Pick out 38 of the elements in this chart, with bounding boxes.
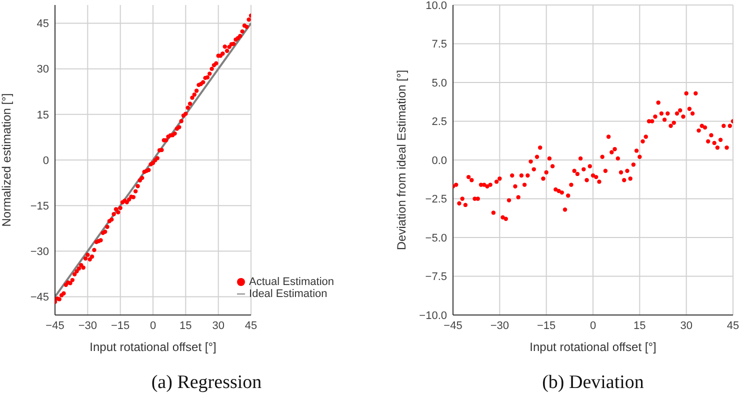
x-axis-title: Input rotational offset [°] [90, 340, 216, 354]
x-tick-label: −15 [111, 320, 130, 332]
x-tick-label: −30 [78, 320, 98, 332]
y-axis-title: Deviation from ideal Estimation [°] [394, 70, 408, 250]
x-tick-label: 0 [590, 320, 596, 332]
x-tick-label: 0 [150, 320, 156, 332]
y-tick-label: 2.5 [432, 116, 447, 128]
y-tick-label: −10.0 [419, 310, 447, 322]
y-tick-label: 0.0 [432, 154, 447, 167]
y-tick-label: 15 [36, 109, 49, 122]
y-tick-label: 30 [36, 64, 49, 76]
x-axis-title: Input rotational offset [°] [530, 340, 656, 354]
y-tick-label: 0 [42, 154, 49, 167]
y-tick-label: 10.0 [426, 0, 447, 12]
y-axis-title: Normalized estimation [°] [0, 93, 14, 227]
y-tick-label: −45 [30, 292, 49, 304]
x-tick-label: 15 [180, 320, 192, 332]
text: (a) Regression [150, 372, 263, 394]
x-tick-label: 30 [212, 320, 224, 332]
x-tick-label: 45 [726, 320, 740, 332]
text: (b) Deviation [541, 372, 645, 394]
x-tick-label: −45 [46, 320, 64, 332]
y-tick-label: −2.5 [425, 194, 447, 206]
legend-label: Ideal Estimation [249, 288, 328, 300]
x-tick-label: 30 [680, 320, 692, 332]
x-tick-label: 45 [244, 320, 258, 332]
x-tick-label: −45 [444, 320, 462, 332]
y-tick-label: −7.5 [425, 271, 447, 284]
y-tick-label: −15 [30, 200, 49, 212]
x-tick-label: −30 [490, 320, 510, 332]
y-tick-label: 45 [36, 18, 49, 30]
legend-label: Actual Estimation [249, 276, 334, 288]
y-tick-label: 7.5 [432, 38, 447, 51]
y-tick-label: −5.0 [425, 232, 447, 244]
y-tick-label: 5.0 [432, 77, 447, 90]
x-tick-label: −15 [536, 320, 556, 332]
x-tick-label: 15 [634, 320, 646, 332]
y-tick-label: −30 [30, 246, 49, 258]
